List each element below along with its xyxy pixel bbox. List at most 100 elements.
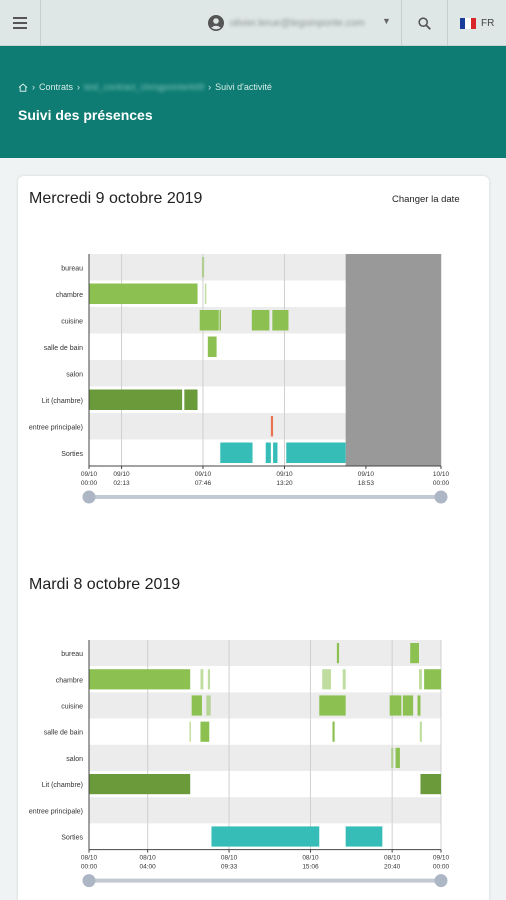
- activity-segment: [419, 669, 422, 690]
- row-stripe: [89, 640, 441, 667]
- x-tick-label-date: 09/10: [433, 855, 450, 862]
- breadcrumb-contract[interactable]: test_contract_chmgpointerkit9: [84, 82, 205, 92]
- user-account-button[interactable]: olivier.lerue@legomponte.com ▼: [202, 0, 402, 46]
- x-tick-label-date: 09/10: [113, 471, 130, 478]
- activity-card: Mercredi 9 octobre 2019 Changer la date …: [18, 176, 489, 900]
- range-slider-start-handle[interactable]: [82, 490, 96, 504]
- row-label: entree principale): [29, 808, 83, 815]
- activity-segment: [420, 774, 441, 795]
- language-label: FR: [481, 17, 495, 29]
- row-stripe: [89, 692, 441, 719]
- row-label: chambre: [56, 292, 83, 299]
- language-selector[interactable]: FR: [448, 0, 506, 46]
- activity-segment: [395, 747, 400, 768]
- activity-segment: [207, 669, 210, 690]
- activity-segment: [391, 747, 394, 768]
- activity-segment: [410, 643, 419, 664]
- activity-segment: [201, 257, 205, 278]
- change-date-link[interactable]: Changer la date: [392, 194, 460, 205]
- x-tick-label-date: 08/10: [302, 855, 319, 862]
- range-slider-track[interactable]: [89, 495, 441, 499]
- x-tick-label-time: 07:46: [195, 480, 212, 487]
- france-flag-icon: [460, 17, 476, 29]
- breadcrumb-separator: ›: [32, 82, 35, 92]
- activity-segment: [206, 695, 211, 716]
- row-label: salle de bain: [44, 345, 83, 352]
- activity-segment: [251, 310, 270, 331]
- activity-segment: [273, 442, 278, 463]
- row-label: Lit (chambre): [42, 782, 83, 789]
- range-slider-start-handle[interactable]: [82, 874, 96, 888]
- x-tick-label-time: 15:06: [302, 864, 319, 871]
- activity-segment: [270, 416, 274, 437]
- range-slider-end-handle[interactable]: [434, 490, 448, 504]
- x-tick-label-date: 09/10: [276, 471, 293, 478]
- activity-segment: [220, 442, 253, 463]
- activity-segment: [200, 721, 210, 742]
- home-icon[interactable]: [18, 82, 28, 92]
- activity-segment: [319, 695, 346, 716]
- x-tick-label-time: 20:40: [384, 864, 401, 871]
- row-label: salon: [66, 371, 83, 378]
- row-stripe: [89, 744, 441, 771]
- activity-segment: [204, 283, 207, 304]
- x-tick-label-date: 08/10: [81, 855, 98, 862]
- x-tick-label-date: 08/10: [140, 855, 157, 862]
- chevron-down-icon: ▼: [382, 16, 391, 26]
- activity-segment: [184, 389, 198, 410]
- row-label: entree principale): [29, 424, 83, 431]
- row-label: Lit (chambre): [42, 398, 83, 405]
- x-tick-label-time: 18:53: [358, 480, 375, 487]
- account-circle-icon: [208, 15, 224, 31]
- activity-segment: [342, 669, 346, 690]
- x-tick-label-date: 08/10: [384, 855, 401, 862]
- hamburger-menu-icon: [13, 17, 27, 29]
- range-slider-end-handle[interactable]: [434, 874, 448, 888]
- x-tick-label-time: 09:33: [221, 864, 238, 871]
- activity-segment: [424, 669, 441, 690]
- search-button[interactable]: [402, 0, 448, 46]
- activity-segment: [265, 442, 271, 463]
- row-label: cuisine: [61, 318, 83, 325]
- top-bar: olivier.lerue@legomponte.com ▼ FR: [0, 0, 506, 46]
- activity-segment: [89, 389, 183, 410]
- row-label: Sorties: [61, 451, 83, 458]
- x-tick-label-time: 00:00: [81, 480, 98, 487]
- activity-segment: [389, 695, 402, 716]
- activity-segment: [417, 695, 421, 716]
- activity-segment: [419, 721, 422, 742]
- x-tick-label-time: 13:20: [276, 480, 293, 487]
- activity-segment: [89, 283, 198, 304]
- activity-segment: [345, 826, 383, 847]
- day-title-2: Mardi 8 octobre 2019: [29, 576, 181, 593]
- search-icon: [418, 16, 431, 30]
- row-label: salle de bain: [44, 730, 83, 737]
- row-label: Sorties: [61, 835, 83, 842]
- row-label: chambre: [56, 677, 83, 684]
- x-tick-label-date: 09/10: [358, 471, 375, 478]
- breadcrumb: › Contrats › test_contract_chmgpointerki…: [18, 82, 272, 92]
- activity-segment: [89, 774, 191, 795]
- page-title: Suivi des présences: [18, 107, 153, 123]
- row-stripe: [89, 797, 441, 824]
- x-tick-label-time: 00:00: [433, 480, 450, 487]
- activity-segment: [322, 669, 331, 690]
- page-header: › Contrats › test_contract_chmgpointerki…: [0, 46, 506, 158]
- activity-segment: [402, 695, 414, 716]
- breadcrumb-separator: ›: [77, 82, 81, 92]
- row-stripe: [89, 718, 441, 745]
- breadcrumb-separator: ›: [208, 82, 212, 92]
- activity-segment: [189, 721, 191, 742]
- activity-segment: [286, 442, 346, 463]
- menu-button[interactable]: [0, 0, 41, 46]
- x-tick-label-time: 02:13: [113, 480, 130, 487]
- activity-segment: [191, 695, 202, 716]
- breadcrumb-contrats[interactable]: Contrats: [39, 82, 74, 92]
- x-tick-label-time: 00:00: [81, 864, 98, 871]
- day-1-timeline-chart: bureau chambre cuisine salle de bain salon Li…: [29, 254, 450, 504]
- range-slider-track[interactable]: [89, 878, 441, 883]
- activity-segment: [219, 310, 221, 331]
- activity-segment: [207, 336, 217, 357]
- day-title-1: Mercredi 9 octobre 2019: [29, 190, 203, 207]
- breadcrumb-current: Suivi d'activité: [215, 82, 272, 92]
